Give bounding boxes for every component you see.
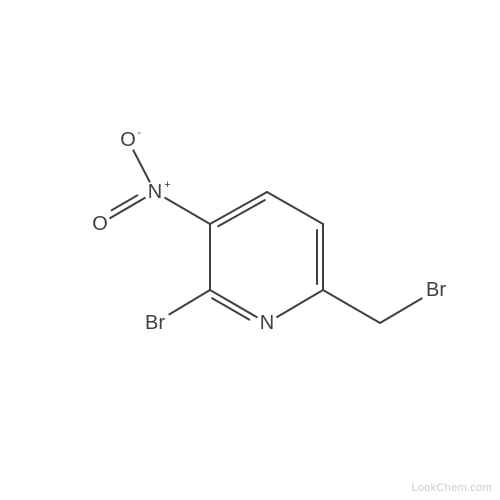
watermark-text: LookChem.com (411, 482, 492, 494)
svg-text:Br: Br (145, 312, 165, 334)
svg-text:-: - (137, 127, 141, 139)
svg-text:O: O (120, 129, 136, 151)
molecule-diagram: O-N+ONBrBr (0, 0, 500, 500)
svg-text:O: O (92, 213, 108, 235)
svg-text:N: N (260, 312, 274, 334)
svg-text:+: + (164, 179, 170, 191)
svg-text:Br: Br (426, 279, 446, 301)
svg-text:N: N (148, 181, 162, 203)
